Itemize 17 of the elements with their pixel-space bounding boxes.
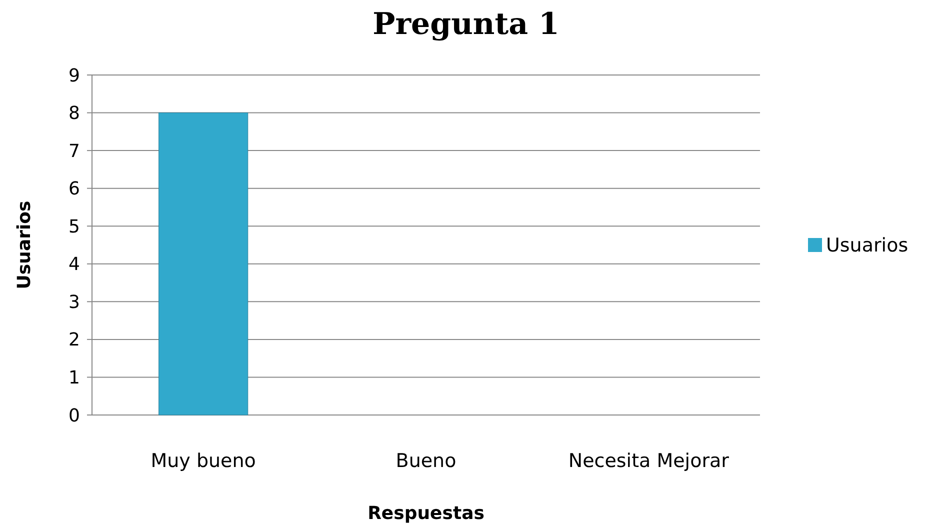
y-tick-label: 1 xyxy=(68,368,80,389)
y-tick-label: 6 xyxy=(68,178,80,200)
y-tick-label: 8 xyxy=(68,103,80,124)
chart-title: Pregunta 1 xyxy=(372,7,560,42)
x-tick-label: Necesita Mejorar xyxy=(568,450,730,472)
x-axis-title: Respuestas xyxy=(368,503,484,524)
y-tick-label: 3 xyxy=(68,292,80,313)
x-tick-label: Muy bueno xyxy=(150,450,256,472)
y-tick-label: 4 xyxy=(68,254,80,276)
y-axis-title: Usuarios xyxy=(14,200,35,290)
y-tick-label: 9 xyxy=(68,65,80,86)
legend-label: Usuarios xyxy=(826,234,908,257)
y-tick-label: 7 xyxy=(68,140,80,162)
y-tick-label: 0 xyxy=(68,405,80,426)
y-tick-label: 5 xyxy=(68,216,80,238)
x-tick-label: Bueno xyxy=(396,450,456,472)
y-tick-label: 2 xyxy=(68,330,80,351)
